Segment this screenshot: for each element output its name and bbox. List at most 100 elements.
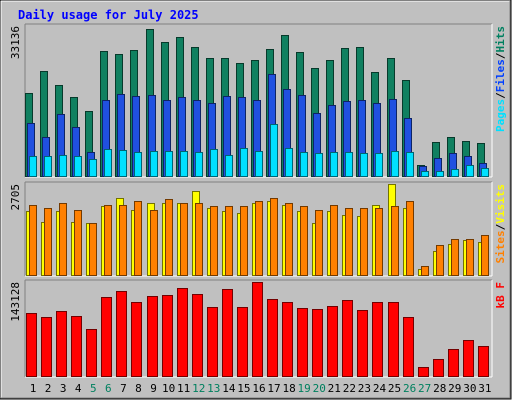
bar-sites-day-20 xyxy=(315,210,323,276)
bar-kbytes-day-14 xyxy=(222,289,233,377)
bar-pages-day-26 xyxy=(406,152,414,177)
bar-kbytes-day-18 xyxy=(282,302,293,377)
bar-kbytes-day-13 xyxy=(207,307,218,377)
bar-pages-day-14 xyxy=(225,155,233,177)
bar-sites-day-31 xyxy=(481,235,489,276)
x-tick-label-day-26: 26 xyxy=(403,382,416,395)
x-tick-label-day-28: 28 xyxy=(433,382,446,395)
bar-kbytes-day-9 xyxy=(147,296,158,377)
bar-sites-day-11 xyxy=(180,203,188,276)
bar-kbytes-day-8 xyxy=(131,302,142,377)
x-tick-label-day-23: 23 xyxy=(358,382,371,395)
bar-pages-day-24 xyxy=(375,153,383,177)
bar-sites-day-27 xyxy=(421,266,429,276)
bar-kbytes-day-22 xyxy=(342,300,353,377)
bar-kbytes-day-29 xyxy=(448,349,459,377)
bar-pages-day-12 xyxy=(195,152,203,177)
legend-entry: / xyxy=(494,52,507,59)
x-tick-label-day-29: 29 xyxy=(448,382,461,395)
bar-pages-day-1 xyxy=(29,156,37,177)
bar-kbytes-day-11 xyxy=(177,288,188,377)
bar-sites-day-1 xyxy=(29,205,37,276)
bar-pages-day-7 xyxy=(119,150,127,177)
bar-pages-day-23 xyxy=(360,153,368,177)
bar-pages-day-15 xyxy=(240,148,248,177)
x-tick-label-day-31: 31 xyxy=(478,382,491,395)
bar-kbytes-day-1 xyxy=(26,313,37,377)
legend-entry: Files xyxy=(494,59,507,92)
x-tick-label-day-24: 24 xyxy=(373,382,387,395)
x-tick-label-day-18: 18 xyxy=(282,382,295,395)
bar-pages-day-8 xyxy=(134,152,142,177)
bar-pages-day-6 xyxy=(104,149,112,177)
bar-pages-day-10 xyxy=(165,151,173,177)
legend-entry: Pages xyxy=(494,99,507,132)
legend-entry: kB F xyxy=(494,282,507,309)
bar-kbytes-day-24 xyxy=(372,302,383,377)
x-tick-label-day-16: 16 xyxy=(252,382,265,395)
x-tick-label-day-4: 4 xyxy=(75,382,82,395)
bar-sites-day-4 xyxy=(74,210,82,276)
bar-sites-day-30 xyxy=(466,239,474,276)
bar-sites-day-3 xyxy=(59,203,67,276)
bar-kbytes-day-21 xyxy=(327,306,338,377)
bar-pages-day-3 xyxy=(59,155,67,177)
bar-kbytes-day-30 xyxy=(463,340,474,377)
x-tick-label-day-5: 5 xyxy=(90,382,97,395)
panel-visits_sites: 2705 Sites/Visits xyxy=(9,181,507,277)
x-tick-label-day-12: 12 xyxy=(192,382,205,395)
bar-kbytes-day-26 xyxy=(403,317,414,377)
bar-kbytes-day-28 xyxy=(433,359,444,377)
legend-entry: / xyxy=(494,92,507,99)
bar-pages-day-16 xyxy=(255,151,263,177)
bar-sites-day-6 xyxy=(104,205,112,276)
bar-pages-day-29 xyxy=(451,169,459,177)
bar-kbytes-day-17 xyxy=(267,299,278,377)
bar-sites-day-26 xyxy=(406,201,414,276)
x-tick-label-day-25: 25 xyxy=(388,382,401,395)
chart-title: Daily usage for July 2025 xyxy=(18,8,199,22)
x-tick-label-day-7: 7 xyxy=(120,382,127,395)
bar-sites-day-18 xyxy=(285,203,293,276)
bar-kbytes-day-31 xyxy=(478,346,489,377)
bar-sites-day-2 xyxy=(44,208,52,276)
x-tick-label-day-2: 2 xyxy=(45,382,52,395)
bar-pages-day-31 xyxy=(481,168,489,177)
bar-sites-day-7 xyxy=(119,205,127,276)
y-axis-max-label: 2705 xyxy=(9,184,22,211)
panel-legend: kB F xyxy=(494,282,507,309)
x-tick-label-day-22: 22 xyxy=(343,382,356,395)
x-tick-label-day-1: 1 xyxy=(30,382,37,395)
x-tick-label-day-10: 10 xyxy=(162,382,175,395)
bar-kbytes-day-27 xyxy=(418,367,429,377)
bar-pages-day-27 xyxy=(421,171,429,177)
legend-entry: / xyxy=(494,223,507,230)
x-tick-label-day-14: 14 xyxy=(222,382,236,395)
bar-pages-day-20 xyxy=(315,153,323,177)
bar-pages-day-17 xyxy=(270,124,278,177)
bar-kbytes-day-4 xyxy=(71,316,82,377)
bar-sites-day-14 xyxy=(225,206,233,276)
bar-kbytes-day-6 xyxy=(101,297,112,377)
bar-sites-day-8 xyxy=(134,201,142,276)
bar-sites-day-23 xyxy=(360,208,368,276)
x-tick-label-day-13: 13 xyxy=(207,382,220,395)
x-axis-day-labels: 1 2 3 4 5 6 7 8 9 10 11 12 13 14 15 16 17 18 19 20 21 22 23 24 2… xyxy=(30,382,492,395)
bar-sites-day-10 xyxy=(165,199,173,276)
bar-pages-day-19 xyxy=(300,152,308,177)
bar-sites-day-19 xyxy=(300,206,308,276)
x-tick-label-day-3: 3 xyxy=(60,382,67,395)
legend-entry: Sites xyxy=(494,230,507,263)
y-axis-max-label: 143128 xyxy=(9,282,22,322)
x-tick-label-day-15: 15 xyxy=(237,382,250,395)
bar-sites-day-17 xyxy=(270,198,278,276)
bar-pages-day-2 xyxy=(44,156,52,177)
panel-legend: Sites/Visits xyxy=(494,184,507,264)
bar-pages-day-21 xyxy=(330,152,338,177)
bar-kbytes-day-15 xyxy=(237,307,248,377)
x-tick-label-day-27: 27 xyxy=(418,382,431,395)
bar-kbytes-day-25 xyxy=(388,302,399,377)
panel-kbytes: 143128 kB F xyxy=(9,279,507,378)
